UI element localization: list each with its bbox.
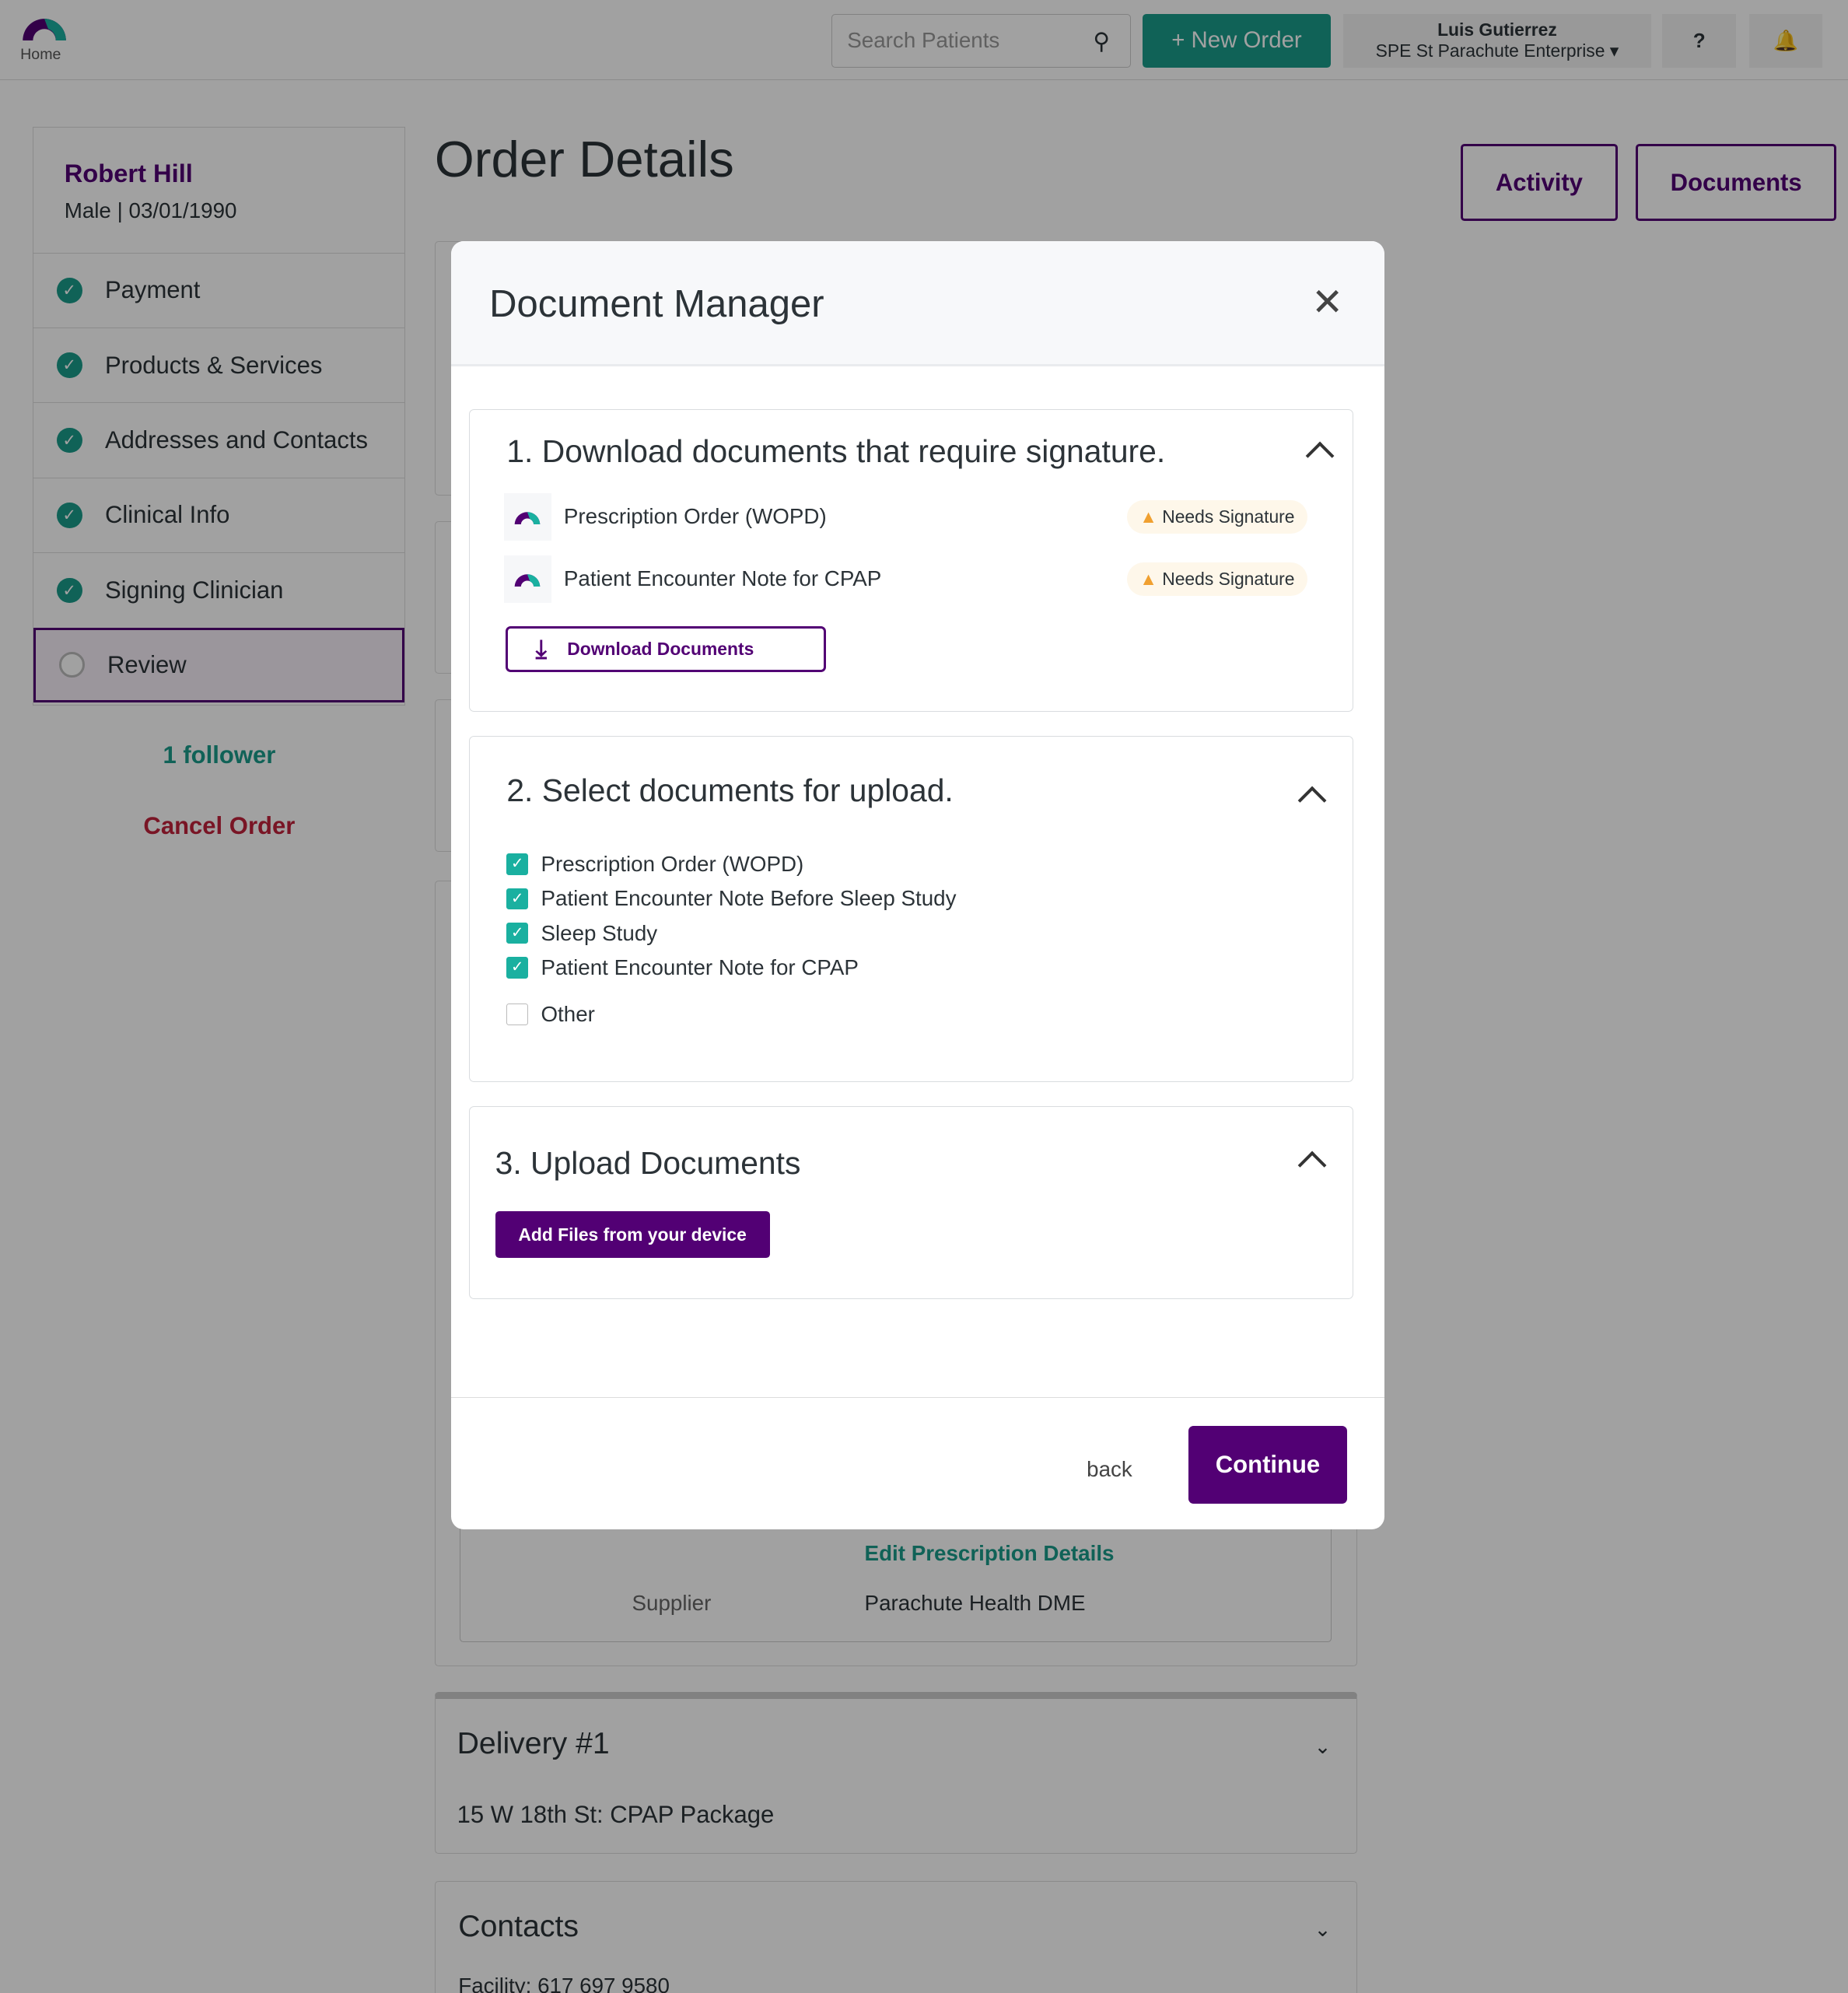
user-name: Luis Gutierrez	[1437, 19, 1557, 40]
prescription-box: Edit Prescription Details Supplier Parac…	[459, 1390, 1332, 1642]
option-label: Prescription Order (WOPD)	[541, 852, 804, 877]
chevron-up-icon[interactable]	[1305, 441, 1335, 471]
sidebar-item-label: Clinical Info	[104, 501, 230, 529]
option-label: Other	[541, 1002, 595, 1027]
section-title: 3. Upload Documents	[495, 1144, 801, 1181]
warning-icon: ▲	[1139, 568, 1157, 589]
checkbox-checked[interactable]: ✓	[506, 853, 529, 876]
checkbox-option[interactable]: ✓ Patient Encounter Note for CPAP	[506, 951, 956, 985]
needs-signature-badge: ▲ Needs Signature	[1126, 499, 1307, 534]
sidebar-item-addresses[interactable]: ✓ Addresses and Contacts	[33, 402, 405, 477]
home-link[interactable]: Home	[20, 12, 68, 64]
sidebar-item-clinical[interactable]: ✓ Clinical Info	[33, 477, 405, 552]
sidebar-item-label: Products & Services	[104, 351, 323, 379]
page-title: Order Details	[434, 130, 734, 187]
parachute-logo-icon	[504, 555, 551, 603]
section-title: 1. Download documents that require signa…	[506, 433, 1166, 469]
contacts-card[interactable]: Contacts ⌄ Facility: 617 697 9580	[434, 1881, 1358, 1993]
search-input[interactable]: Search Patients	[831, 13, 1132, 68]
circle-icon	[58, 652, 85, 678]
sidebar-item-label: Review	[107, 650, 187, 678]
new-order-button[interactable]: + New Order	[1143, 13, 1331, 68]
document-name: Patient Encounter Note for CPAP	[563, 566, 882, 591]
warning-icon: ▲	[1139, 506, 1157, 527]
sidebar-item-signing-clinician[interactable]: ✓ Signing Clinician	[33, 552, 405, 627]
select-section: 2. Select documents for upload. ✓ Prescri…	[468, 736, 1354, 1082]
back-button[interactable]: back	[1087, 1456, 1132, 1481]
sidebar-item-payment[interactable]: ✓ Payment	[33, 252, 405, 327]
checkbox-checked[interactable]: ✓	[506, 888, 529, 910]
modal-title: Document Manager	[489, 282, 824, 325]
upload-section: 3. Upload Documents Add Files from your …	[468, 1105, 1354, 1300]
documents-button[interactable]: Documents	[1636, 143, 1837, 222]
checkbox-option[interactable]: ✓ Patient Encounter Note Before Sleep Stu…	[506, 881, 957, 916]
document-name: Prescription Order (WOPD)	[563, 504, 827, 529]
checkbox-option[interactable]: ✓ Sleep Study	[506, 916, 956, 951]
chevron-down-icon[interactable]: ⌄	[1314, 1918, 1332, 1942]
option-label: Patient Encounter Note Before Sleep Stud…	[541, 886, 957, 911]
sidebar-item-review[interactable]: Review	[33, 627, 405, 702]
check-icon: ✓	[56, 503, 82, 528]
checkbox-unchecked[interactable]	[506, 1004, 529, 1025]
check-icon: ✓	[56, 427, 82, 454]
check-icon: ✓	[56, 277, 82, 303]
patient-details: Male | 03/01/1990	[64, 198, 237, 222]
badge-label: Needs Signature	[1162, 568, 1295, 589]
section-title: 2. Select documents for upload.	[506, 772, 954, 808]
needs-signature-badge: ▲ Needs Signature	[1126, 562, 1307, 597]
sidebar-item-label: Payment	[104, 276, 201, 304]
button-label: Download Documents	[567, 638, 754, 659]
download-icon: ⤓	[535, 633, 548, 663]
chevron-down-icon[interactable]: ⌄	[1314, 1734, 1332, 1758]
patient-info: Robert Hill Male | 03/01/1990	[33, 128, 404, 252]
download-documents-button[interactable]: ⤓ Download Documents	[505, 625, 826, 672]
sidebar-item-products[interactable]: ✓ Products & Services	[33, 327, 405, 402]
organization: SPE St Parachute Enterprise	[1375, 40, 1605, 61]
check-icon: ✓	[56, 352, 82, 378]
sidebar-item-label: Signing Clinician	[104, 576, 284, 604]
close-icon[interactable]: ✕	[1311, 282, 1344, 324]
activity-button[interactable]: Activity	[1460, 143, 1619, 222]
modal-footer-divider	[451, 1396, 1384, 1398]
delivery-title: Delivery #1	[457, 1726, 610, 1760]
badge-label: Needs Signature	[1162, 506, 1295, 527]
checkbox-option[interactable]: ✓ Prescription Order (WOPD)	[506, 847, 956, 881]
search-icon[interactable]: ⚲	[1093, 28, 1110, 54]
edit-prescription-link[interactable]: Edit Prescription Details	[864, 1540, 1115, 1565]
delivery-description: 15 W 18th St: CPAP Package	[457, 1800, 775, 1828]
help-button[interactable]: ?	[1662, 13, 1737, 68]
document-row[interactable]: Patient Encounter Note for CPAP ▲ Needs S…	[504, 555, 1307, 603]
option-label: Patient Encounter Note for CPAP	[541, 954, 859, 979]
cancel-order-link[interactable]: Cancel Order	[143, 812, 296, 840]
chevron-up-icon[interactable]	[1297, 1151, 1327, 1180]
supplier-value: Parachute Health DME	[864, 1590, 1086, 1615]
contacts-title: Contacts	[458, 1910, 579, 1944]
contacts-description: Facility: 617 697 9580	[458, 1974, 670, 1993]
modal-header: Document Manager	[451, 241, 1384, 366]
download-section: 1. Download documents that require signa…	[468, 409, 1354, 713]
sidebar-item-label: Addresses and Contacts	[104, 426, 369, 454]
checkbox-checked[interactable]: ✓	[506, 956, 529, 979]
followers-link[interactable]: 1 follower	[163, 741, 276, 769]
document-row[interactable]: Prescription Order (WOPD) ▲ Needs Signatu…	[504, 493, 1307, 541]
parachute-logo-icon	[23, 19, 66, 41]
home-label: Home	[20, 46, 61, 64]
check-icon: ✓	[56, 577, 82, 604]
delivery-card[interactable]: Delivery #1 ⌄ 15 W 18th St: CPAP Package	[434, 1691, 1358, 1854]
checkbox-checked[interactable]: ✓	[506, 922, 529, 944]
option-label: Sleep Study	[541, 920, 658, 945]
continue-button[interactable]: Continue	[1188, 1426, 1348, 1504]
user-menu[interactable]: Luis Gutierrez SPE St Parachute Enterpris…	[1343, 13, 1651, 68]
order-sidebar: Robert Hill Male | 03/01/1990 ✓ Payment ✓…	[33, 127, 406, 706]
checkbox-option[interactable]: Other	[506, 997, 956, 1032]
patient-name[interactable]: Robert Hill	[64, 158, 193, 187]
bell-icon[interactable]: 🔔	[1748, 13, 1823, 68]
top-bar: Home Search Patients ⚲ + New Order Luis …	[0, 0, 1848, 80]
chevron-up-icon[interactable]	[1297, 786, 1327, 815]
add-files-button[interactable]: Add Files from your device	[495, 1210, 770, 1259]
document-manager-modal: Document Manager ✕ 1. Download documents…	[451, 241, 1384, 1529]
supplier-label: Supplier	[632, 1590, 712, 1615]
parachute-logo-icon	[504, 493, 551, 541]
